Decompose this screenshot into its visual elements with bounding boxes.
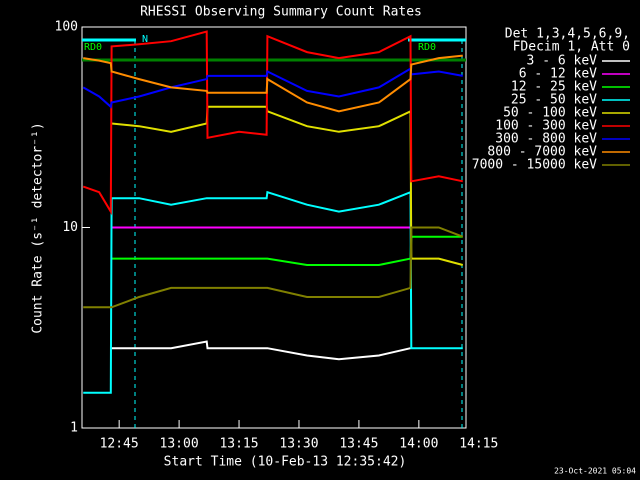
footer: 23-Oct-2021 05:04 [554,467,636,476]
legend-label: 12 - 25 keV [511,80,597,95]
legend-label: 50 - 100 keV [503,106,597,121]
legend-header: Det 1,3,4,5,6,9, [505,27,630,42]
series-line [83,226,464,309]
chart-title: RHESSI Observing Summary Count Rates [140,5,422,20]
legend-label: 800 - 7000 keV [487,145,597,160]
x-tick-label: 13:45 [339,437,378,452]
x-tick-label: 13:30 [279,437,318,452]
x-tick-label: 12:45 [100,437,139,452]
series-line [83,54,463,113]
legend-label: 6 - 12 keV [519,67,597,82]
x-tick-label: 14:15 [459,437,498,452]
series-line [82,30,464,216]
legend-label: 7000 - 15000 keV [472,158,597,173]
legend-label: 25 - 50 keV [511,93,597,108]
x-tick-label: 13:15 [219,437,258,452]
x-tick-label: 14:00 [399,437,438,452]
legend-header: FDecim 1, Att 0 [513,40,630,55]
series-line [111,340,411,361]
y-tick-label: 100 [55,20,78,35]
annotation: N [142,34,148,45]
y-axis-label: Count Rate (s⁻¹ detector⁻¹) [31,122,46,333]
series-line [82,66,463,109]
annotation: RD0 [84,42,102,53]
x-tick-label: 13:00 [160,437,199,452]
legend-label: 3 - 6 keV [527,54,598,69]
legend-label: 100 - 300 keV [495,119,597,134]
legend-label: 300 - 800 keV [495,132,597,147]
y-tick-label: 1 [70,421,78,436]
series-line [83,190,463,394]
annotation: RD0 [418,42,436,53]
x-axis-label: Start Time (10-Feb-13 12:35:42) [164,455,407,470]
y-tick-label: 10 [62,220,78,235]
